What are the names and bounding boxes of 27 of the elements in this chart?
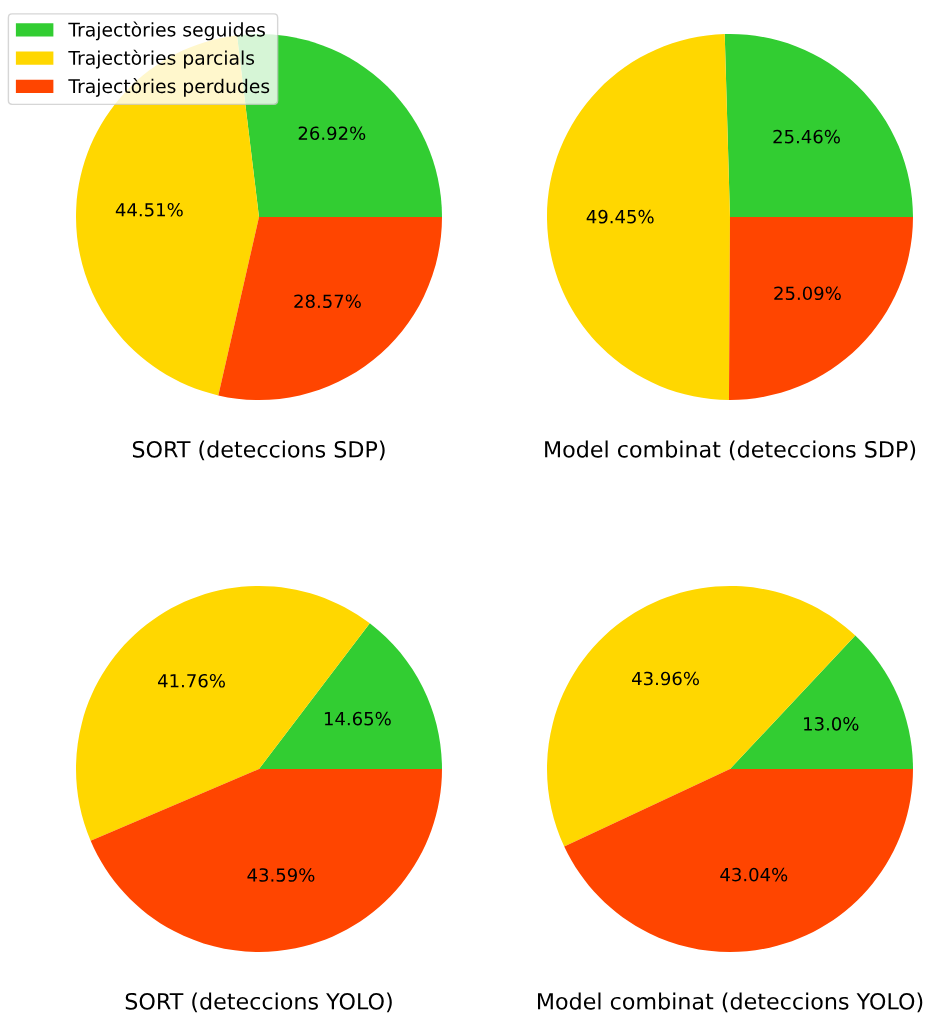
data-label: 28.57% [294,294,361,309]
legend-label: Trajectòries parcials [68,49,255,69]
legend-label: Trajectòries perdudes [68,77,270,97]
pie-slice [728,217,913,400]
data-label: 43.04% [720,867,788,882]
pie-slice [218,217,442,400]
data-label: 44.51% [115,202,183,217]
pie-slice [90,769,442,952]
data-label: 43.96% [632,671,699,686]
data-label: 13.0% [804,716,859,731]
pie-slice [564,769,913,952]
pie-slice [724,34,913,217]
pie-slice [259,623,442,769]
text: SORT (deteccions SDP) [132,440,385,461]
text: Model combinat (deteccions YOLO) [538,992,923,1013]
legend-label: Trajectòries seguides [68,21,265,41]
data-label: 26.92% [298,126,366,141]
data-label: 49.45% [586,209,654,224]
text: SORT (deteccions YOLO) [125,992,392,1013]
data-label: 14.65% [324,711,391,726]
data-label: 43.59% [247,868,315,882]
pie-slice [547,34,730,400]
pie-slice [730,635,913,769]
data-label: 25.46% [773,129,840,144]
text: Model combinat (deteccions SDP) [545,440,916,461]
data-label: 25.09% [774,286,841,301]
data-label: 41.76% [158,673,225,688]
